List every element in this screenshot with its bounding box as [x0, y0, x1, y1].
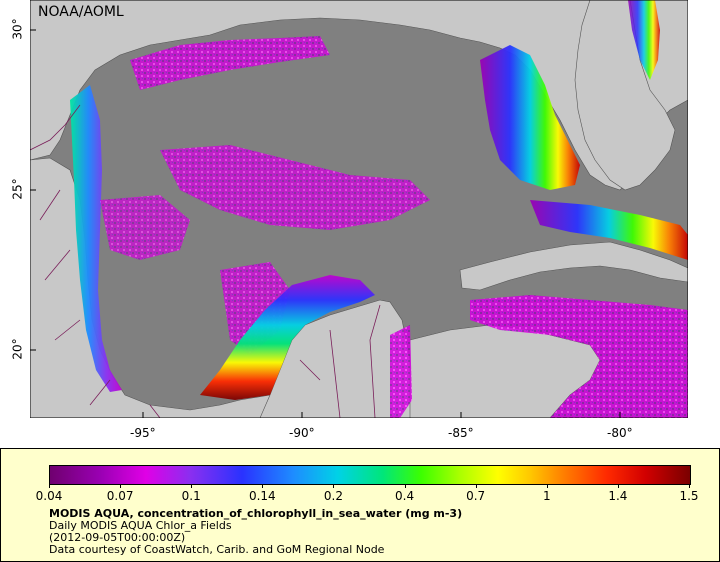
credit-label: NOAA/AOML: [38, 4, 124, 20]
colorbar-tick: [333, 484, 335, 488]
colorbar-tick-label: 0.2: [323, 489, 343, 503]
lon-tick-label: -85°: [448, 426, 474, 440]
chlorophyll-yucatan-shelf: [200, 275, 375, 400]
legend-date: (2012-09-05T00:00:00Z): [49, 531, 186, 544]
lon-tick-label: -95°: [130, 426, 156, 440]
chlorophyll-atlantic: [628, 0, 660, 80]
chlorophyll-north-shelf: [130, 36, 330, 90]
colorbar-tick-label: 0.1: [181, 489, 201, 503]
legend-dataset: Daily MODIS AQUA Chlor_a Fields: [49, 519, 232, 532]
chlorophyll-west-coast: [70, 85, 122, 392]
chlorophyll-west-patch: [100, 195, 190, 260]
colorbar-tick-label: 0.4: [395, 489, 415, 503]
legend-panel: MODIS AQUA, concentration_of_chlorophyll…: [0, 448, 720, 562]
colorbar: [49, 465, 691, 485]
land-cuba: [459, 241, 688, 291]
legend-title: MODIS AQUA, concentration_of_chlorophyll…: [49, 507, 463, 520]
lon-tick-label: -90°: [289, 426, 315, 440]
colorbar-tick: [689, 484, 690, 488]
colorbar-tick: [475, 484, 477, 488]
chlorophyll-map: [30, 0, 688, 418]
colorbar-tick: [262, 484, 264, 488]
lat-tick-label: 30°: [10, 18, 25, 40]
map-panel[interactable]: [30, 0, 688, 418]
colorbar-tick-label: 0.14: [248, 489, 276, 503]
colorbar-tick-label: 0.07: [106, 489, 134, 503]
chlorophyll-florida-straits: [530, 200, 688, 260]
colorbar-tick-label: 1.4: [608, 489, 628, 503]
colorbar-tick-label: 0.7: [466, 489, 486, 503]
legend-courtesy: Data courtesy of CoastWatch, Carib. and …: [49, 543, 385, 556]
lat-tick-label: 25°: [10, 178, 25, 200]
frame-ticks: [30, 0, 688, 418]
colorbar-tick-label: 0.04: [35, 489, 63, 503]
mexico-state-borders: [39, 189, 381, 418]
colorbar-tick: [546, 484, 548, 488]
colorbar-tick: [120, 484, 122, 488]
colorbar-tick-label: 1.5: [679, 489, 699, 503]
chlorophyll-central-patch: [160, 145, 430, 230]
colorbar-tick: [49, 484, 50, 488]
chlorophyll-caribbean: [470, 295, 688, 418]
chlorophyll-bay-campeche-edge: [390, 325, 412, 418]
colorbar-tick: [617, 484, 619, 488]
colorbar-tick-label: 1: [542, 489, 551, 503]
chlorophyll-florida-shelf: [480, 45, 580, 190]
lon-tick-label: -80°: [607, 426, 633, 440]
colorbar-tick: [191, 484, 193, 488]
colorbar-tick: [404, 484, 406, 488]
lat-tick-label: 20°: [10, 338, 25, 360]
us-mexico-border: [30, 104, 81, 151]
